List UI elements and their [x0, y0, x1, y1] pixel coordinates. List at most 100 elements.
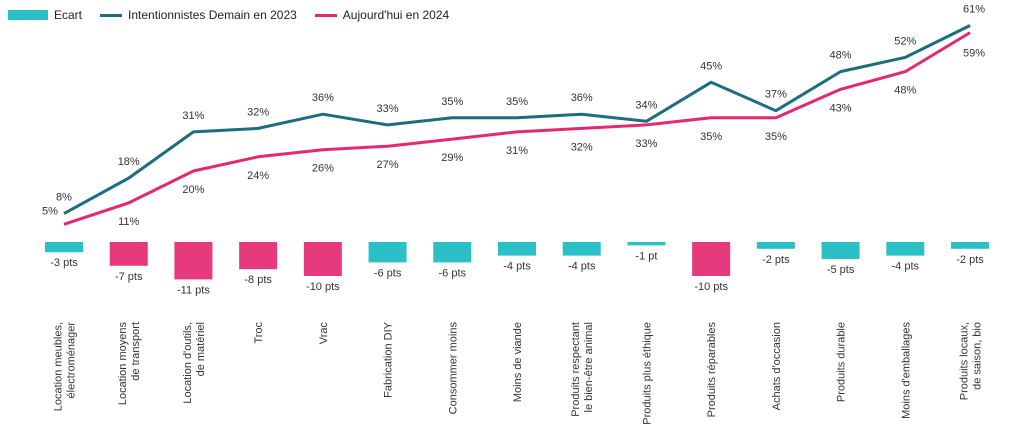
category-label: Location meubles,électroménager — [53, 322, 78, 412]
label-2023: 45% — [700, 60, 722, 72]
label-2024: 5% — [42, 205, 58, 217]
label-2023: 34% — [635, 99, 657, 111]
label-2023: 36% — [312, 92, 334, 104]
category-label-line: Location moyens — [117, 322, 129, 406]
series-line-2024 — [63, 31, 971, 226]
ecart-bar — [498, 242, 536, 256]
ecart-bar — [433, 242, 472, 263]
legend-item-2023: Intentionnistes Demain en 2023 — [100, 8, 297, 22]
label-2023: 33% — [377, 103, 399, 115]
label-2023: 35% — [506, 96, 528, 108]
ecart-label: -5 pts — [827, 264, 855, 276]
ecart-bar — [174, 242, 213, 280]
ecart-bar — [692, 242, 731, 276]
ecart-label: -1 pt — [635, 250, 657, 262]
ecart-label: -11 pts — [177, 284, 210, 296]
label-2023: 61% — [963, 3, 985, 15]
label-2023: 18% — [118, 156, 140, 168]
category-label-line: Produits respectant — [570, 322, 582, 417]
ecart-label: -6 pts — [374, 267, 402, 279]
category-label: Produits locaux,de saison, bio — [959, 322, 984, 400]
category-label: Consommer moins — [447, 322, 459, 415]
label-2024: 29% — [441, 152, 463, 164]
label-2024: 26% — [312, 163, 334, 175]
legend-item-ecart: Ecart — [8, 8, 82, 22]
category-label-line: Achats d'occasion — [771, 322, 783, 410]
category-label-line: le bien-être animal — [583, 322, 595, 413]
ecart-label: -10 pts — [306, 281, 340, 293]
legend-label-ecart: Ecart — [54, 8, 83, 22]
ecart-bar — [821, 242, 860, 259]
ecart-bar — [951, 242, 989, 249]
ecart-label: -10 pts — [694, 281, 728, 293]
category-label-line: Produits réparables — [706, 322, 718, 418]
label-2024: 43% — [830, 102, 852, 114]
category-label-line: de transport — [130, 322, 142, 381]
ecart-label: -6 pts — [439, 267, 467, 279]
category-label: Produits respectantle bien-être animal — [570, 322, 595, 417]
category-label-line: de saison, bio — [972, 322, 984, 390]
label-2023: 36% — [571, 92, 593, 104]
ecart-bar — [109, 242, 148, 266]
category-label-line: Location meubles, — [53, 322, 65, 411]
category-label: Location d'outils,de matériel — [182, 322, 207, 404]
ecart-bar — [562, 242, 601, 256]
ecart-bar — [756, 242, 795, 249]
category-label: Produits durable — [836, 322, 848, 402]
category-label-line: Moins d'emballages — [900, 322, 912, 419]
category-label-line: Troc — [253, 322, 265, 344]
ecart-label: -7 pts — [115, 271, 143, 283]
legend-label-2024: Aujourd'hui en 2024 — [342, 8, 450, 22]
ecart-label: -4 pts — [568, 261, 596, 273]
ecart-bar — [627, 242, 666, 246]
category-label: Produits réparables — [706, 322, 718, 418]
legend-swatch-2024 — [314, 13, 337, 17]
category-label-line: Produits locaux, — [959, 322, 971, 400]
category-label-line: Produits durable — [836, 322, 848, 402]
label-2024: 59% — [963, 48, 985, 60]
category-label: Vrac — [318, 322, 330, 345]
label-2023: 32% — [247, 106, 269, 118]
label-2024: 31% — [506, 145, 528, 157]
ecart-label: -2 pts — [956, 254, 984, 266]
ecart-label: -3 pts — [50, 257, 78, 269]
category-label-line: Consommer moins — [447, 322, 459, 415]
legend-swatch-ecart — [8, 10, 48, 20]
ecart-bar — [368, 242, 407, 263]
label-2024: 27% — [377, 159, 399, 171]
legend-item-2024: Aujourd'hui en 2024 — [314, 8, 450, 22]
category-label-line: électroménager — [66, 322, 78, 399]
category-label: Location moyensde transport — [117, 322, 142, 406]
label-2024: 33% — [635, 138, 657, 150]
category-label-line: de matériel — [195, 322, 207, 376]
category-label: Produits plus éthique — [641, 322, 653, 425]
ecart-bar — [886, 242, 925, 256]
legend: Ecart Intentionnistes Demain en 2023 Auj… — [8, 8, 467, 22]
category-label-line: Vrac — [318, 322, 330, 345]
label-2024: 48% — [894, 85, 916, 97]
legend-label-2023: Intentionnistes Demain en 2023 — [128, 8, 297, 22]
category-label-line: Produits plus éthique — [641, 322, 653, 425]
category-label: Fabrication DIY — [383, 321, 395, 397]
label-2023: 31% — [182, 110, 204, 122]
label-2023: 35% — [441, 96, 463, 108]
category-label-line: Fabrication DIY — [383, 321, 395, 397]
label-2024: 35% — [700, 131, 722, 143]
ecart-label: -4 pts — [503, 261, 531, 273]
label-2024: 35% — [765, 131, 787, 143]
category-label-line: Location d'outils, — [182, 322, 194, 404]
label-2023: 52% — [894, 35, 916, 47]
label-2023: 48% — [830, 50, 852, 62]
category-label-line: Moins de viande — [512, 322, 524, 402]
ecart-label: -4 pts — [892, 261, 920, 273]
label-2023: 8% — [56, 192, 72, 204]
label-2024: 24% — [247, 170, 269, 182]
label-2024: 20% — [182, 184, 204, 196]
label-2024: 11% — [118, 216, 139, 228]
legend-swatch-2023 — [100, 13, 123, 17]
category-label: Moins de viande — [512, 322, 524, 402]
ecart-label: -2 pts — [762, 254, 790, 266]
ecart-bar — [45, 242, 83, 253]
label-2023: 37% — [765, 89, 787, 101]
ecart-label: -8 pts — [244, 274, 272, 286]
